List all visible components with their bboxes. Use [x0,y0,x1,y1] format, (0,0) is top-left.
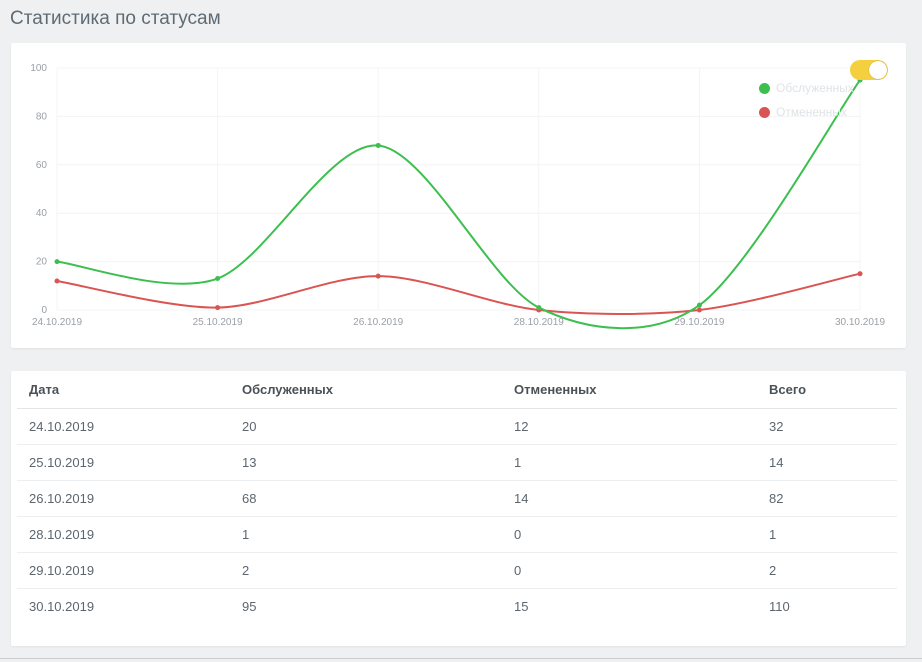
cell-served: 2 [230,552,502,589]
data-point-cancelled[interactable] [375,273,381,279]
legend-item-cancelled[interactable]: Отмененных [759,100,854,124]
cell-served: 13 [230,444,502,481]
table-row: 26.10.2019 68 14 82 [17,480,897,517]
y-tick-label: 20 [36,257,48,268]
y-tick-label: 40 [36,208,48,219]
cell-cancelled: 12 [502,408,757,445]
chart-card: 0 20 40 60 80 100 24.10.2019 25.10.2019 26.10.20… [11,43,906,348]
x-tick-label: 29.10.2019 [674,317,724,328]
cell-total: 1 [757,516,897,553]
x-tick-label: 30.10.2019 [835,317,885,328]
y-tick-label: 0 [41,305,47,316]
cell-served: 95 [242,599,257,614]
legend-label-cancelled: Отмененных [776,105,847,119]
cell-date: 28.10.2019 [17,516,230,553]
chart-toggle-switch[interactable] [850,60,888,80]
data-point-served[interactable] [696,302,702,308]
data-point-cancelled[interactable] [857,271,863,277]
table-row: 25.10.2019 13 1 14 [17,444,897,481]
cell-date: 30.10.2019 [29,599,95,614]
y-tick-label: 60 [36,160,48,171]
header-cancelled: Отмененных [502,371,757,409]
cell-date: 25.10.2019 [17,444,230,481]
table-row: 28.10.2019 1 0 1 [17,516,897,553]
cell-cancelled: 15 [514,599,529,614]
cell-cancelled: 14 [502,480,757,517]
legend-dot-cancelled [759,106,770,118]
data-point-served[interactable] [536,305,542,311]
cell-served: 68 [230,480,502,517]
cell-total: 2 [757,552,897,589]
data-point-cancelled[interactable] [215,305,221,311]
x-tick-label: 28.10.2019 [514,317,564,328]
cell-date: 26.10.2019 [17,480,230,517]
table-row: 24.10.2019 20 12 32 [17,408,897,445]
toggle-knob [869,61,887,79]
chart-tick-labels: 0 20 40 60 80 100 24.10.2019 25.10.2019 26.10.20… [30,63,885,328]
header-total: Всего [757,371,897,409]
table-row: 29.10.2019 2 0 2 [17,552,897,589]
chart-grid [56,67,861,311]
y-tick-label: 80 [36,111,48,122]
data-point-served[interactable] [375,142,381,148]
cell-served: 20 [230,408,502,445]
series-line-served [56,79,861,330]
stats-table: Дата Обслуженных Отмененных Всего 24.10.… [17,371,897,624]
cell-total: 110 [769,599,790,614]
chart-legend: Обслуженных Отмененных [759,76,854,124]
table-header-row: Дата Обслуженных Отмененных Всего [17,371,897,409]
cell-cancelled: 0 [502,552,757,589]
x-tick-label: 24.10.2019 [32,317,82,328]
cell-total: 82 [757,480,897,517]
header-date: Дата [17,371,230,409]
cell-date: 24.10.2019 [17,408,230,445]
cell-cancelled: 0 [502,516,757,553]
legend-label-served: Обслуженных [776,81,854,95]
header-served: Обслуженных [230,371,502,409]
stats-table-card: Дата Обслуженных Отмененных Всего 24.10.… [11,371,906,646]
cell-cancelled: 1 [502,444,757,481]
data-point-served[interactable] [54,259,60,265]
legend-item-served[interactable]: Обслуженных [759,76,854,100]
y-tick-label: 100 [30,63,47,74]
page-title: Статистика по статусам [10,8,221,29]
table-row: 30.10.2019 95 15 110 [17,589,897,625]
cell-date: 29.10.2019 [17,552,230,589]
line-chart: 0 20 40 60 80 100 24.10.2019 25.10.2019 26.10.20… [30,63,885,330]
cell-total: 14 [757,444,897,481]
series-line-cancelled [56,272,861,315]
x-tick-label: 26.10.2019 [353,317,403,328]
cell-total: 32 [757,408,897,445]
chart-series [54,77,863,330]
data-point-cancelled[interactable] [696,307,702,313]
page-bottom-divider [0,658,922,659]
data-point-served[interactable] [215,276,221,282]
cell-served: 1 [230,516,502,553]
data-point-cancelled[interactable] [54,278,60,284]
x-tick-label: 25.10.2019 [193,317,243,328]
legend-dot-served [759,82,770,94]
